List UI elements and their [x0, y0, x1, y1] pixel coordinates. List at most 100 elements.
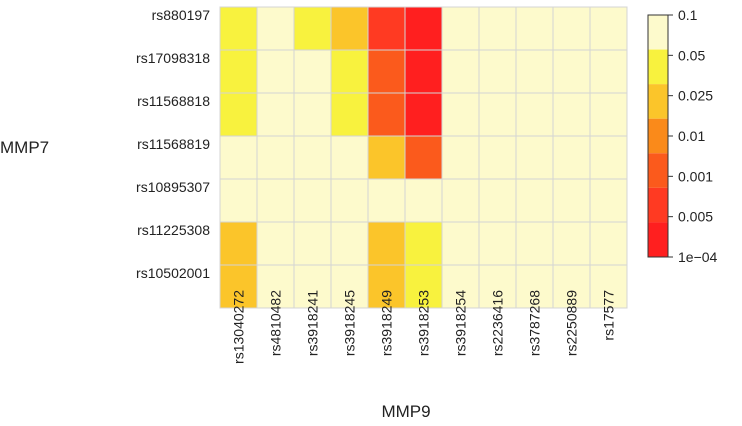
heatmap-cell: [589, 92, 628, 137]
heatmap-cell: [589, 264, 628, 309]
heatmap-cell: [478, 6, 517, 51]
heatmap-cell: [478, 264, 517, 309]
x-tick-label: rs2236416: [490, 290, 506, 356]
heatmap-cell: [515, 49, 554, 94]
heatmap-cell: [367, 221, 406, 266]
heatmap-cell: [404, 221, 443, 266]
heatmap-cell: [367, 92, 406, 137]
heatmap-cell: [552, 178, 591, 223]
heatmap-cell: [219, 135, 258, 180]
heatmap-cell: [441, 221, 480, 266]
heatmap-cell: [219, 6, 258, 51]
heatmap-cell: [589, 178, 628, 223]
heatmap-cell: [515, 264, 554, 309]
legend-label: 0.001: [678, 168, 713, 184]
y-tick-label: rs11225308: [137, 222, 210, 238]
heatmap-cell: [441, 49, 480, 94]
heatmap-cell: [256, 92, 295, 137]
heatmap-cell: [367, 135, 406, 180]
heatmap-cell: [330, 49, 369, 94]
heatmap-cell: [552, 49, 591, 94]
heatmap-cell: [293, 135, 332, 180]
heatmap-cell: [441, 264, 480, 309]
legend-label: 0.01: [678, 128, 705, 144]
heatmap-cell: [478, 49, 517, 94]
heatmap-cell: [293, 92, 332, 137]
heatmap-cell: [404, 135, 443, 180]
heatmap-cell: [515, 6, 554, 51]
legend-label: 0.05: [678, 47, 705, 63]
x-axis-title: MMP9: [381, 402, 430, 421]
heatmap-cell: [330, 92, 369, 137]
heatmap-cell: [515, 135, 554, 180]
x-tick-label: rs3918254: [453, 290, 469, 356]
heatmap-cell: [478, 178, 517, 223]
heatmap-cell: [552, 221, 591, 266]
heatmap-cell: [515, 221, 554, 266]
legend-color-band: [648, 84, 668, 119]
heatmap-cell: [367, 6, 406, 51]
y-tick-label: rs10895307: [136, 179, 210, 195]
heatmap-cell: [478, 135, 517, 180]
heatmap-cell: [256, 221, 295, 266]
heatmap-cell: [256, 264, 295, 309]
x-tick-label: rs13040272: [231, 290, 247, 364]
legend-color-band: [648, 187, 668, 223]
heatmap-cell: [552, 135, 591, 180]
heatmap-cell: [293, 221, 332, 266]
heatmap-cell: [367, 264, 406, 309]
color-legend: 0.1 0.05 0.025 0.01 0.001 0.005 1e−04: [647, 7, 718, 265]
heatmap-cell: [367, 49, 406, 94]
legend-color-band: [648, 222, 668, 257]
heatmap-cell: [256, 6, 295, 51]
heatmap-cell: [478, 92, 517, 137]
heatmap-cell: [404, 92, 443, 137]
heatmap-cell: [293, 264, 332, 309]
legend-label: 0.005: [678, 209, 713, 225]
y-axis-tick-labels: rs880197 rs17098318 rs11568818 rs11568819 rs…: [136, 7, 210, 281]
heatmap-cell: [404, 49, 443, 94]
x-tick-label: rs4810482: [268, 290, 284, 356]
heatmap-cell: [293, 178, 332, 223]
heatmap-cell: [330, 135, 369, 180]
legend-label: 1e−04: [678, 249, 718, 265]
x-tick-label: rs3918249: [379, 290, 395, 356]
heatmap-cell: [515, 178, 554, 223]
x-axis-tick-labels: rs13040272 rs4810482 rs3918241 rs3918245 rs3…: [231, 290, 617, 364]
heatmap-cell: [219, 49, 258, 94]
heatmap-cell: [256, 135, 295, 180]
y-tick-label: rs880197: [152, 7, 211, 23]
x-tick-label: rs3918245: [342, 290, 358, 356]
x-tick-label: rs2250889: [564, 290, 580, 356]
x-tick-label: rs3918241: [305, 290, 321, 356]
heatmap-cell: [219, 264, 258, 309]
heatmap-cell: [552, 264, 591, 309]
legend-color-band: [648, 153, 668, 188]
heatmap-cell: [219, 221, 258, 266]
heatmap-cell: [219, 178, 258, 223]
heatmap-cell: [330, 221, 369, 266]
heatmap-cell: [404, 178, 443, 223]
heatmap-cell: [589, 135, 628, 180]
heatmap-cell: [441, 135, 480, 180]
heatmap-cell: [293, 6, 332, 51]
heatmap-cell: [293, 49, 332, 94]
y-tick-label: rs11568818: [137, 93, 210, 109]
heatmap-cell: [330, 178, 369, 223]
heatmap-cell: [330, 6, 369, 51]
heatmap-cell: [441, 178, 480, 223]
legend-color-band: [648, 49, 668, 85]
heatmap-cell: [552, 6, 591, 51]
y-tick-label: rs11568819: [137, 136, 210, 152]
legend-color-band: [648, 118, 668, 154]
heatmap-cells: [219, 6, 628, 309]
legend-label: 0.1: [678, 7, 698, 23]
legend-label: 0.025: [678, 88, 713, 104]
heatmap-cell: [404, 264, 443, 309]
heatmap-cell: [478, 221, 517, 266]
heatmap-cell: [589, 221, 628, 266]
heatmap-cell: [589, 6, 628, 51]
y-tick-label: rs10502001: [136, 265, 210, 281]
heatmap-cell: [256, 178, 295, 223]
